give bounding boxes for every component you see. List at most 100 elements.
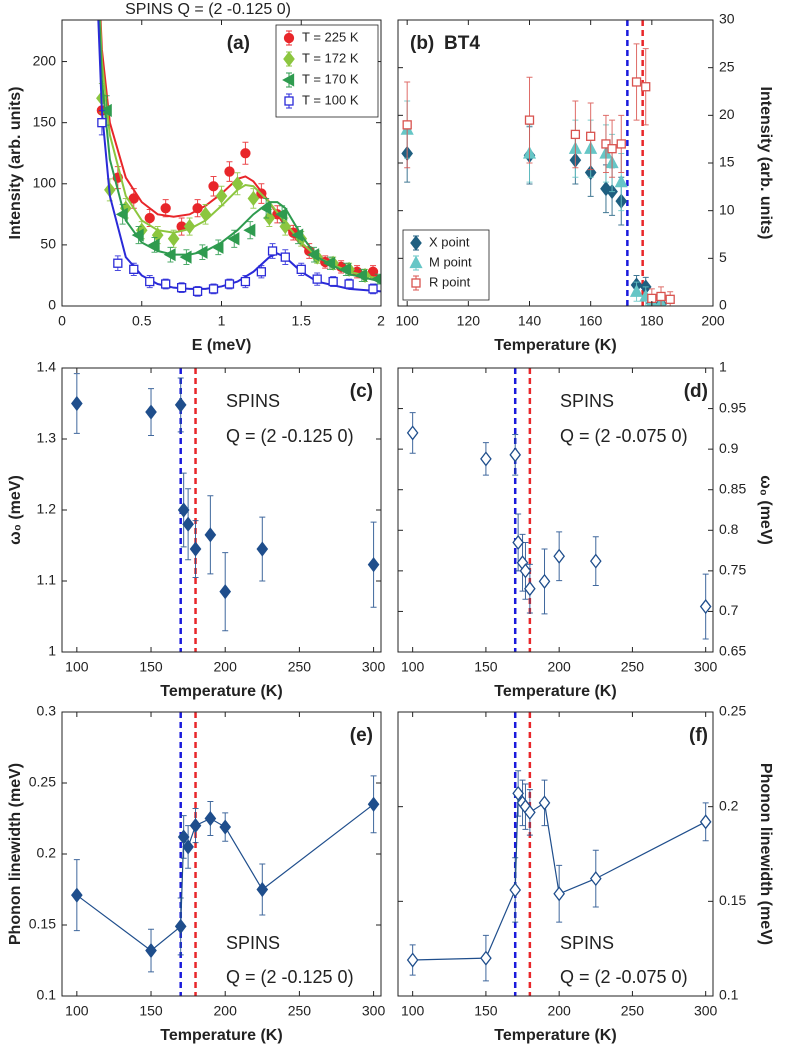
data-point: [240, 148, 251, 159]
x-tick-label: 100: [65, 1003, 89, 1019]
y-tick-label: 0.2: [37, 845, 57, 861]
data-point: [182, 839, 194, 855]
y-axis-label: Phonon linewidth (meV): [7, 763, 24, 945]
data-point: [208, 284, 219, 294]
data-point: [71, 887, 83, 903]
data-point: [509, 882, 522, 898]
x-tick-label: 100: [395, 313, 419, 329]
data-point: [176, 283, 187, 293]
data-point: [163, 248, 176, 262]
data-point: [512, 534, 524, 551]
data-point: [215, 188, 228, 204]
x-axis-label: E (meV): [192, 337, 252, 354]
y-tick-label: 10: [719, 201, 735, 217]
plot-frame: [61, 367, 382, 653]
y-tick-label: 5: [719, 249, 727, 265]
data-point: [129, 264, 139, 274]
x-axis-label: Temperature (K): [494, 683, 616, 700]
y-tick-label: 1.4: [37, 359, 57, 375]
legend-label: M point: [429, 254, 472, 269]
y-tick-label: 0.9: [719, 440, 739, 456]
x-tick-label: 2: [377, 313, 385, 329]
data-point: [344, 279, 354, 289]
x-tick-label: 0: [58, 313, 66, 329]
data-point: [538, 795, 551, 811]
x-tick-label: 200: [214, 659, 238, 675]
legend-marker: [284, 96, 294, 106]
data-point: [113, 258, 123, 268]
data-point: [192, 286, 203, 296]
x-tick-label: 150: [139, 1003, 163, 1019]
chart-title: SPINS Q = (2 -0.125 0): [125, 1, 291, 18]
x-tick-label: 100: [65, 659, 89, 675]
y-tick-label: 0.75: [719, 562, 746, 578]
annotation: SPINS: [226, 933, 280, 953]
plot-area: [406, 712, 712, 996]
x-tick-label: 200: [701, 313, 725, 329]
plot-frame: [397, 19, 714, 307]
y-tick-label: 150: [33, 113, 57, 129]
data-point: [99, 103, 112, 118]
plot-area: [71, 712, 380, 996]
x-axis-label: Temperature (K): [160, 683, 282, 700]
data-point: [219, 584, 232, 600]
plot-area: [96, 20, 381, 297]
y-axis-label: ω₀ (meV): [757, 475, 774, 545]
y-tick-label: 0.15: [719, 892, 746, 908]
x-tick-label: 250: [621, 659, 645, 675]
data-point: [519, 563, 532, 579]
data-point: [339, 262, 352, 276]
data-point: [291, 228, 304, 242]
y-tick-label: 1: [719, 359, 727, 375]
y-tick-label: 0.7: [719, 602, 739, 618]
annotation: Q = (2 -0.125 0): [226, 967, 354, 987]
y-tick-label: 0.25: [29, 774, 56, 790]
y-tick-label: 15: [719, 154, 735, 170]
data-point: [247, 190, 260, 207]
legend-marker: [409, 255, 423, 269]
legend-marker: [282, 73, 295, 87]
legend-label: T = 225 K: [302, 29, 359, 44]
data-point: [641, 82, 651, 92]
data-point: [524, 581, 536, 597]
data-point: [614, 174, 628, 188]
legend-marker: [283, 51, 295, 67]
data-point: [224, 166, 235, 177]
data-point: [199, 206, 212, 222]
x-tick-label: 140: [518, 313, 542, 329]
data-point: [177, 829, 190, 845]
y-tick-label: 0: [48, 297, 56, 313]
y-tick-label: 0.85: [719, 480, 746, 496]
y-tick-label: 0.15: [29, 916, 56, 932]
y-tick-label: 200: [33, 52, 57, 68]
plot-frame: [397, 367, 714, 653]
plot-area: [71, 368, 380, 652]
annotation: SPINS: [560, 391, 614, 411]
x-tick-label: 200: [214, 1003, 238, 1019]
data-point: [406, 952, 419, 968]
annotation: Q = (2 -0.125 0): [226, 426, 354, 446]
x-tick-label: 0.5: [132, 313, 152, 329]
data-point: [145, 942, 157, 959]
annotation: Q = (2 -0.075 0): [560, 967, 688, 987]
legend-marker: [411, 278, 421, 288]
data-point: [370, 273, 381, 285]
data-point: [629, 284, 644, 297]
x-tick-label: 200: [547, 659, 571, 675]
data-point: [524, 115, 535, 125]
data-point: [656, 291, 666, 302]
y-tick-label: 0.95: [719, 399, 746, 415]
legend-marker: [410, 235, 422, 251]
data-point: [182, 516, 194, 532]
y-tick-label: 0.3: [37, 703, 57, 719]
plot-frame: [397, 711, 714, 997]
x-tick-label: 100: [401, 659, 425, 675]
data-point: [219, 819, 232, 835]
data-point: [480, 950, 492, 966]
data-point: [145, 404, 157, 420]
data-point: [240, 276, 251, 287]
y-tick-label: 30: [719, 11, 735, 27]
y-tick-label: 20: [719, 106, 735, 122]
